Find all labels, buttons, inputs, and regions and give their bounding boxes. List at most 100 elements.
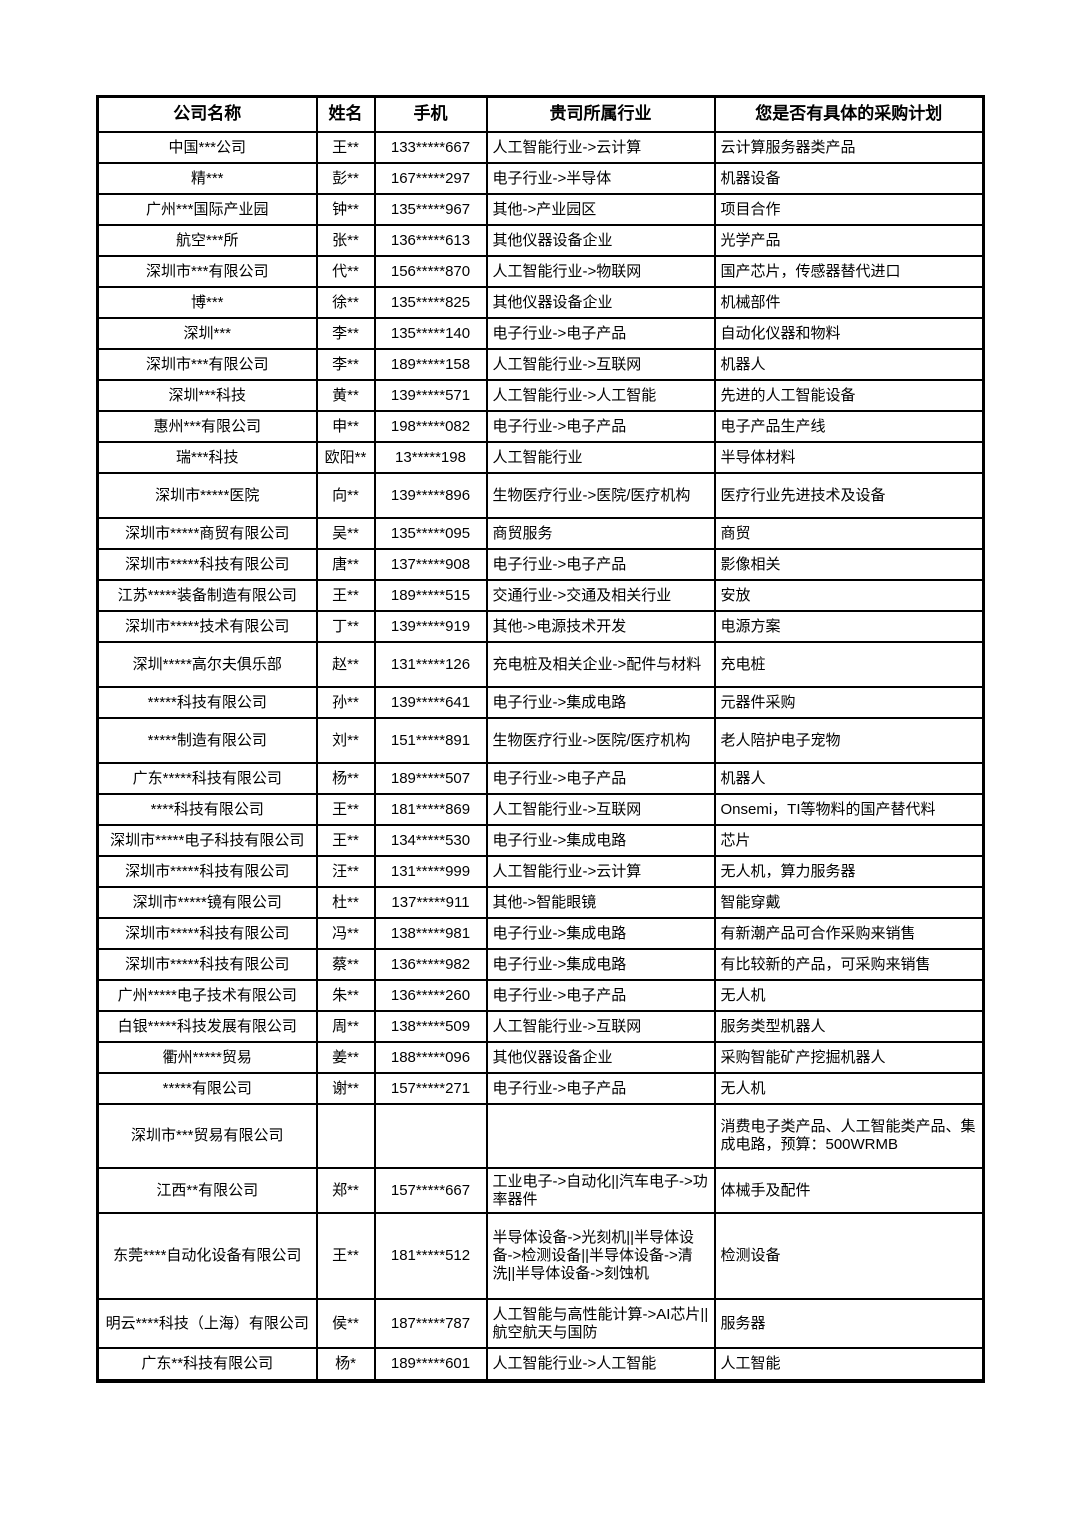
table-cell: 无人机 (713, 979, 985, 1012)
table-cell: 人工智能与高性能计算->AI芯片||航空航天与国防 (485, 1298, 716, 1349)
table-cell: 深圳市*****科技有限公司 (96, 548, 318, 581)
table-cell: 代** (315, 255, 376, 288)
table-row: 深圳市*****医院 向** 139*****896 生物医疗行业->医院/医疗机构医… (96, 472, 985, 519)
table-cell: 周** (315, 1010, 376, 1043)
table-cell: 深圳市*****医院 (96, 472, 318, 519)
table-row: 深圳市*****技术有限公司 丁** 139*****919 其他->电源技术开发 电源… (96, 610, 985, 643)
table-cell: 人工智能行业->互联网 (485, 1010, 716, 1043)
table-cell: 其他仪器设备企业 (485, 224, 716, 257)
table-row: 衢州*****贸易 姜** 188*****096 其他仪器设备企业 采购智能矿产挖掘机… (96, 1041, 985, 1074)
table-cell: 丁** (315, 610, 376, 643)
column-header-industry: 贵司所属行业 (485, 95, 716, 133)
table-cell: 187*****787 (373, 1298, 488, 1349)
table-cell: 135*****967 (373, 193, 488, 226)
table-cell: 王** (315, 131, 376, 164)
table-cell: 航空***所 (96, 224, 318, 257)
table-cell: 深圳市*****科技有限公司 (96, 855, 318, 888)
table-cell: 欧阳** (315, 441, 376, 474)
table-cell: 有新潮产品可合作采购来销售 (713, 917, 985, 950)
table-cell: 137*****908 (373, 548, 488, 581)
table-cell: 商贸 (713, 517, 985, 550)
table-cell: 电源方案 (713, 610, 985, 643)
table-cell: 广东*****科技有限公司 (96, 762, 318, 795)
table-cell: 服务器 (713, 1298, 985, 1349)
table-cell: 深圳市***有限公司 (96, 255, 318, 288)
table-cell: 交通行业->交通及相关行业 (485, 579, 716, 612)
table-cell: 139*****896 (373, 472, 488, 519)
table-cell: 惠州***有限公司 (96, 410, 318, 443)
column-header-phone: 手机 (373, 95, 488, 133)
table-cell: 138*****981 (373, 917, 488, 950)
table-cell: 自动化仪器和物料 (713, 317, 985, 350)
table-cell (315, 1103, 376, 1169)
table-cell: 汪** (315, 855, 376, 888)
table-cell: 王** (315, 793, 376, 826)
table-cell: 167*****297 (373, 162, 488, 195)
table-cell: 安放 (713, 579, 985, 612)
table-cell: ****科技有限公司 (96, 793, 318, 826)
table-cell: 无人机，算力服务器 (713, 855, 985, 888)
table-row: 深圳***科技 黄** 139*****571 人工智能行业->人工智能 先进的人工智能… (96, 379, 985, 412)
table-cell: 189*****601 (373, 1347, 488, 1382)
table-row: *****制造有限公司 刘** 151*****891 生物医疗行业->医院/医疗机构… (96, 717, 985, 764)
table-row: 深圳市*****科技有限公司 唐** 137*****908 电子行业->电子产品 影像… (96, 548, 985, 581)
table-cell: 中国***公司 (96, 131, 318, 164)
table-row: 博*** 徐** 135*****825 其他仪器设备企业 机械部件 (96, 286, 985, 319)
table-cell: 人工智能行业->互联网 (485, 793, 716, 826)
table-cell: 机械部件 (713, 286, 985, 319)
table-cell: 电子产品生产线 (713, 410, 985, 443)
table-cell: 王** (315, 824, 376, 857)
table-row: 白银*****科技发展有限公司 周** 138*****509 人工智能行业->互联网… (96, 1010, 985, 1043)
table-cell: 深圳*****高尔夫俱乐部 (96, 641, 318, 688)
table-cell: 137*****911 (373, 886, 488, 919)
table-row: 惠州***有限公司 申** 198*****082 电子行业->电子产品 电子产品生产线 (96, 410, 985, 443)
table-cell: 博*** (96, 286, 318, 319)
table-cell: 徐** (315, 286, 376, 319)
table-row: *****科技有限公司 孙** 139*****641 电子行业->集成电路 元器件采购 (96, 686, 985, 719)
table-cell: 深圳市***贸易有限公司 (96, 1103, 318, 1169)
table-cell: 135*****140 (373, 317, 488, 350)
table-cell: 生物医疗行业->医院/医疗机构 (485, 717, 716, 764)
table-cell: 消费电子类产品、人工智能类产品、集成电路，预算：500WRMB (713, 1103, 985, 1169)
table-cell: 人工智能行业->云计算 (485, 855, 716, 888)
table-cell: 157*****667 (373, 1167, 488, 1214)
table-cell: 王** (315, 1212, 376, 1300)
table-row: 深圳*****高尔夫俱乐部 赵** 131*****126 充电桩及相关企业->配件与… (96, 641, 985, 688)
table-cell: 其他仪器设备企业 (485, 1041, 716, 1074)
table-row: ****科技有限公司 王** 181*****869 人工智能行业->互联网 Onsem… (96, 793, 985, 826)
table-cell: *****制造有限公司 (96, 717, 318, 764)
table-cell: 深圳***科技 (96, 379, 318, 412)
table-cell: 衢州*****贸易 (96, 1041, 318, 1074)
table-row: 深圳市*****商贸有限公司 吴** 135*****095 商贸服务 商贸 (96, 517, 985, 550)
table-cell: 深圳市*****科技有限公司 (96, 948, 318, 981)
table-cell: 其他->电源技术开发 (485, 610, 716, 643)
table-cell: 其他->产业园区 (485, 193, 716, 226)
table-cell: 无人机 (713, 1072, 985, 1105)
table-cell: 133*****667 (373, 131, 488, 164)
table-row: 广东*****科技有限公司 杨** 189*****507 电子行业->电子产品 机器人 (96, 762, 985, 795)
table-cell: 电子行业->集成电路 (485, 917, 716, 950)
column-header-company: 公司名称 (96, 95, 318, 133)
table-cell: Onsemi，TI等物料的国产替代料 (713, 793, 985, 826)
table-cell: 人工智能行业 (485, 441, 716, 474)
table-cell: 136*****613 (373, 224, 488, 257)
table-cell: 广东**科技有限公司 (96, 1347, 318, 1382)
table-cell: 138*****509 (373, 1010, 488, 1043)
table-cell: 电子行业->半导体 (485, 162, 716, 195)
table-cell: 医疗行业先进技术及设备 (713, 472, 985, 519)
table-cell: 人工智能 (713, 1347, 985, 1382)
table-cell: 体械手及配件 (713, 1167, 985, 1214)
table-cell: 检测设备 (713, 1212, 985, 1300)
table-cell: 151*****891 (373, 717, 488, 764)
table-cell: 深圳市*****科技有限公司 (96, 917, 318, 950)
table-cell: 李** (315, 348, 376, 381)
table-cell: 申** (315, 410, 376, 443)
table-cell: 江苏*****装备制造有限公司 (96, 579, 318, 612)
table-cell: 电子行业->电子产品 (485, 548, 716, 581)
table-cell: 131*****126 (373, 641, 488, 688)
table-cell: 深圳市***有限公司 (96, 348, 318, 381)
table-header: 公司名称 姓名 手机 贵司所属行业 您是否有具体的采购计划 (96, 95, 985, 133)
table-cell: 人工智能行业->互联网 (485, 348, 716, 381)
table-cell: 人工智能行业->人工智能 (485, 1347, 716, 1382)
table-cell: 189*****515 (373, 579, 488, 612)
